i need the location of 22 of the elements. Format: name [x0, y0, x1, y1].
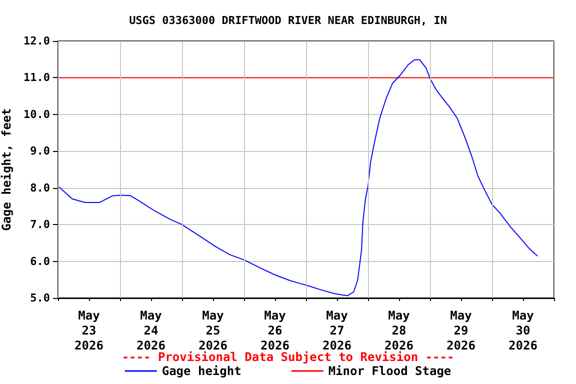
- x-tick-label: May 27 2026: [322, 308, 352, 352]
- y-tick-label: 12.0: [24, 34, 50, 48]
- chart-title: USGS 03363000 DRIFTWOOD RIVER NEAR EDINBURGH, IN: [129, 14, 447, 27]
- legend-label: Minor Flood Stage: [328, 364, 452, 378]
- y-tick-label: 5.0: [30, 292, 50, 304]
- y-tick-label: 11.0: [24, 71, 50, 84]
- line-series: [58, 59, 538, 296]
- text: ---- Provisional Data Subject to Revision ----: [122, 350, 454, 364]
- y-tick-label: 6.0: [30, 254, 50, 268]
- x-tick-label: May 26 2026: [260, 308, 290, 352]
- x-tick-label: May 25 2026: [198, 308, 228, 352]
- y-axis-title: Gage height, feet: [0, 108, 14, 231]
- y-tick-label: 8.0: [30, 181, 50, 194]
- y-tick-label: 9.0: [30, 144, 50, 158]
- x-tick-label: May 23 2026: [74, 308, 104, 352]
- x-tick-label: May 24 2026: [136, 308, 166, 352]
- x-tick-label: May 29 2026: [446, 308, 476, 352]
- y-tick-label: 7.0: [30, 218, 50, 232]
- y-tick-label: 10.0: [24, 108, 50, 121]
- x-tick-label: May 28 2026: [384, 308, 414, 352]
- legend-label: Gage height: [162, 364, 242, 378]
- x-tick-label: May 30 2026: [508, 308, 538, 352]
